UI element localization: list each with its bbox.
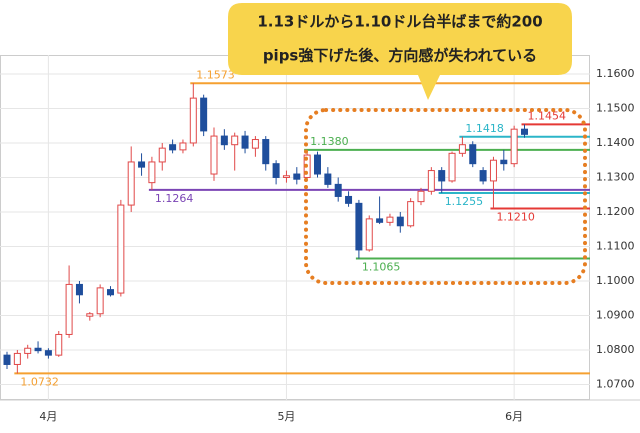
y-tick-label: 1.0800 xyxy=(596,343,635,356)
candle-body xyxy=(55,333,63,356)
callout-text: pips強下げた後、方向感が失われている xyxy=(263,47,537,65)
candle-body xyxy=(251,139,259,149)
level-label: 1.1255 xyxy=(445,195,484,208)
callout-text: 1.13ドルから1.10ドル台半ばまで約200 xyxy=(257,13,542,31)
callout xyxy=(228,3,572,100)
x-tick-label: 6月 xyxy=(505,410,523,423)
candle-body xyxy=(376,218,384,223)
level-label: 1.1573 xyxy=(196,68,235,81)
candle-body xyxy=(500,159,508,165)
candle-body xyxy=(169,144,177,151)
candle-body xyxy=(521,128,528,135)
candle-body xyxy=(138,161,146,168)
candle-body xyxy=(396,216,404,227)
candle-body xyxy=(510,128,518,165)
candle-body xyxy=(13,352,21,365)
candle-body xyxy=(200,97,208,132)
candle-body xyxy=(241,135,249,149)
candle-body xyxy=(386,216,394,223)
y-tick-label: 1.1600 xyxy=(596,67,635,80)
candle-body xyxy=(272,163,280,178)
candle-body xyxy=(179,142,187,151)
candles xyxy=(3,83,528,374)
candle-body xyxy=(158,147,166,163)
candle-body xyxy=(438,170,446,182)
candle-body xyxy=(75,283,83,296)
y-tick-label: 1.1500 xyxy=(596,101,635,114)
level-label: 1.1210 xyxy=(496,211,535,224)
y-tick-label: 1.1400 xyxy=(596,136,635,149)
highlight-box xyxy=(304,108,587,285)
candle-body xyxy=(407,201,415,227)
level-label: 1.1418 xyxy=(465,122,504,135)
candle-body xyxy=(220,135,228,146)
candle-body xyxy=(324,173,332,185)
candle-body xyxy=(65,283,73,335)
candle-body xyxy=(479,170,487,182)
candle-body xyxy=(231,135,239,146)
candle-body xyxy=(417,190,425,203)
candle-body xyxy=(148,161,156,184)
candle-body xyxy=(355,202,363,251)
level-label: 1.1380 xyxy=(310,135,349,148)
candle-body xyxy=(3,354,11,365)
x-tick-label: 5月 xyxy=(277,410,295,423)
candle-body xyxy=(210,135,218,175)
candle-body xyxy=(86,313,94,317)
plot-frame xyxy=(0,55,590,400)
level-label: 1.1454 xyxy=(528,109,567,122)
candle-body xyxy=(24,347,32,354)
candle-body xyxy=(365,218,373,251)
candle-body xyxy=(34,347,42,352)
y-tick-label: 1.0900 xyxy=(596,308,635,321)
candle-body xyxy=(489,159,497,182)
y-tick-label: 1.1000 xyxy=(596,274,635,287)
candle-body xyxy=(282,175,290,178)
candle-body xyxy=(458,144,466,154)
level-label: 1.1264 xyxy=(155,192,194,205)
candle-body xyxy=(448,152,456,182)
candle-body xyxy=(127,161,135,206)
candle-body xyxy=(96,287,104,315)
level-label: 1.0732 xyxy=(20,375,59,388)
candle-body xyxy=(117,204,125,294)
y-tick-label: 1.1100 xyxy=(596,239,635,252)
candle-body xyxy=(345,195,353,204)
candle-body xyxy=(427,170,435,192)
candle-body xyxy=(314,154,321,175)
level-label: 1.1065 xyxy=(362,261,401,274)
candle-body xyxy=(293,173,301,180)
candle-body xyxy=(262,139,270,165)
candle-body xyxy=(107,289,114,296)
y-tick-label: 1.1300 xyxy=(596,170,635,183)
candle-body xyxy=(44,350,52,356)
candle-body xyxy=(469,144,477,165)
candle-body xyxy=(334,183,342,197)
candle-body xyxy=(189,97,197,144)
y-tick-label: 1.1200 xyxy=(596,205,635,218)
y-tick-label: 1.0700 xyxy=(596,377,635,390)
grid: 1.1600 1.1500 1.1400 1.1300 1.1200 1.1100 1.10… xyxy=(0,55,635,423)
x-tick-label: 4月 xyxy=(39,410,57,423)
